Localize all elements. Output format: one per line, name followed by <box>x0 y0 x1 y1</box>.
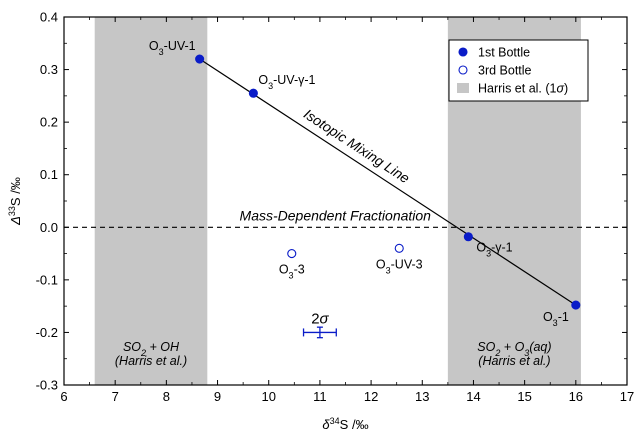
legend-marker-2 <box>458 65 468 75</box>
x-tick-label-11: 17 <box>620 389 634 404</box>
y-tick-label-6: 0.3 <box>40 62 58 77</box>
point-label-1-2: O3-UV-γ-1 <box>258 73 315 91</box>
legend-label-3: Harris et al. (1σ) <box>478 82 568 96</box>
legend-label-1: 1st Bottle <box>478 46 530 60</box>
y-tick-label-2: -0.1 <box>36 272 58 287</box>
point-label-1-1: O3-UV-1 <box>149 39 196 57</box>
region-label-2-line1: SO2 + O3(aq) <box>477 340 551 358</box>
point-1-4 <box>571 300 581 310</box>
region-label-2-line2: (Harris et al.) <box>478 354 550 368</box>
x-tick-label-4: 10 <box>261 389 275 404</box>
point-1-3 <box>463 232 473 242</box>
error-bar-group: 2σ <box>302 310 337 339</box>
y-tick-label-5: 0.2 <box>40 115 58 130</box>
point-labels: O3-UV-1 O3-UV-γ-1 O3-γ-1 O3-1 O3-3 O3-UV-3 <box>149 39 569 328</box>
x-axis-label: δ34S /‰ <box>322 416 368 432</box>
region-label-1-line1: SO2 + OH <box>123 340 180 358</box>
point-label-2-2: O3-UV-3 <box>376 257 423 275</box>
mass-dependent-label: Mass-Dependent Fractionation <box>240 207 432 223</box>
data-points <box>195 54 581 310</box>
y-tick-label-0: -0.3 <box>36 378 58 393</box>
point-label-1-3: O3-γ-1 <box>476 241 512 259</box>
axis-ticks: 6 7 8 9 10 11 12 13 14 15 16 17 -0.3 -0.2 -0.1 0.0 0.1 0.… <box>36 10 635 405</box>
region-labels: SO2 + OH(Harris et al.)SO2 + O3(aq)(Harr… <box>115 340 552 368</box>
legend: 1st Bottle 3rd Bottle Harris et al. (1σ) <box>448 39 589 102</box>
y-tick-label-1: -0.2 <box>36 325 58 340</box>
point-label-1-4: O3-1 <box>543 310 569 328</box>
shaded-region-1 <box>94 17 208 385</box>
x-tick-label-1: 7 <box>112 389 119 404</box>
legend-marker-1 <box>458 47 468 57</box>
legend-label-2: 3rd Bottle <box>478 64 532 78</box>
x-tick-label-6: 12 <box>364 389 378 404</box>
x-tick-label-9: 15 <box>517 389 531 404</box>
axis-labels: δ34S /‰ Δ33S /‰ <box>7 177 369 432</box>
y-tick-label-7: 0.4 <box>40 10 58 25</box>
x-tick-label-7: 13 <box>415 389 429 404</box>
x-tick-label-2: 8 <box>163 389 170 404</box>
point-2-2 <box>394 243 404 253</box>
legend-box <box>448 39 589 102</box>
mixing-line <box>199 58 577 306</box>
mixing-line-label: Isotopic Mixing Line <box>301 106 413 187</box>
y-tick-label-4: 0.1 <box>40 167 58 182</box>
reference-line-group: Mass-Dependent Fractionation <box>64 207 627 228</box>
y-axis-label: Δ33S /‰ <box>7 177 23 226</box>
point-label-2-1: O3-3 <box>279 263 305 281</box>
error-bar-label: 2σ <box>311 310 329 327</box>
legend-swatch-shade <box>457 83 469 93</box>
x-tick-label-8: 14 <box>466 389 480 404</box>
y-tick-label-3: 0.0 <box>40 220 58 235</box>
point-1-1 <box>195 54 205 64</box>
point-1-2 <box>248 88 258 98</box>
x-tick-label-3: 9 <box>214 389 221 404</box>
x-tick-label-10: 16 <box>569 389 583 404</box>
x-tick-label-0: 6 <box>60 389 67 404</box>
x-tick-label-5: 11 <box>313 389 327 404</box>
region-label-1-line2: (Harris et al.) <box>115 354 187 368</box>
point-2-1 <box>287 249 297 259</box>
